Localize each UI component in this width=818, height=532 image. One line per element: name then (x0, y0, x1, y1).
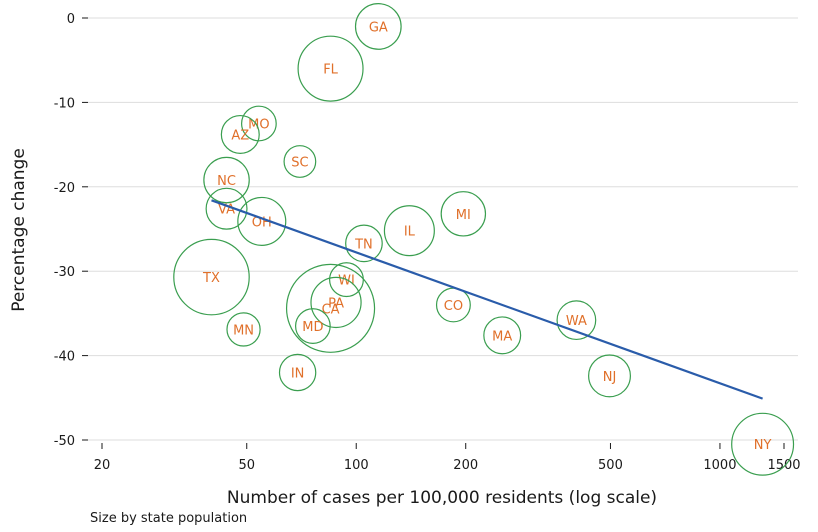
data-point-label: AZ (231, 128, 249, 143)
grid-lines (88, 17, 798, 441)
x-axis-title: Number of cases per 100,000 residents (l… (227, 488, 657, 508)
data-point-label: NY (754, 438, 772, 453)
data-point-marker (241, 105, 277, 142)
data-point-label: MD (302, 320, 323, 335)
data-point-marker (283, 145, 317, 178)
data-point-marker (345, 224, 383, 263)
x-tick-label: 100 (344, 458, 369, 473)
data-point-label: CA (322, 302, 340, 317)
x-tick-label: 500 (598, 458, 623, 473)
y-axis: 0 -10 -20 -30 -40 -50 (54, 12, 88, 449)
x-tick-label: 1500 (767, 458, 800, 473)
size-note: Size by state population (90, 511, 248, 526)
y-axis-title: Percentage change (9, 148, 29, 312)
data-point-marker (285, 263, 376, 353)
data-point-marker (220, 114, 260, 154)
trend-line-group (211, 199, 763, 400)
x-axis: 20 50 100 200 500 1000 1500 (94, 443, 801, 473)
data-point-marker (556, 300, 597, 341)
data-point-marker (310, 276, 362, 329)
data-point-marker (731, 412, 795, 476)
y-tick-label: -50 (54, 434, 75, 449)
data-point-label: SC (291, 155, 308, 170)
y-tick-label: -40 (54, 350, 75, 365)
data-point-marker (226, 312, 261, 347)
data-point-label: CO (444, 299, 463, 314)
data-point-marker (278, 353, 317, 392)
y-tick-label: -20 (54, 181, 75, 196)
data-point-marker (588, 354, 631, 398)
data-point-marker (440, 191, 487, 237)
data-point-label: MN (233, 323, 254, 338)
data-point-marker (297, 35, 364, 102)
data-point-label: NJ (603, 370, 617, 385)
trend-line (211, 199, 763, 400)
x-tick-label: 20 (94, 458, 111, 473)
data-point-marker (483, 316, 522, 355)
data-point-label: GA (369, 20, 388, 35)
data-point-label: FL (323, 63, 338, 78)
data-point-marker (237, 196, 287, 246)
data-point-marker (205, 187, 248, 230)
y-tick-label: -10 (54, 96, 75, 111)
data-point-marker (354, 3, 402, 50)
data-point-marker (383, 205, 435, 257)
x-tick-label: 1000 (703, 458, 736, 473)
y-tick-label: -30 (54, 265, 75, 280)
data-point-label: WI (338, 274, 355, 289)
data-point-label: IL (404, 225, 416, 240)
x-tick-label: 200 (453, 458, 478, 473)
y-tick-label: 0 (67, 12, 75, 27)
data-point-label: MI (456, 208, 471, 223)
x-tick-label: 50 (238, 458, 255, 473)
data-point-label: MA (492, 329, 512, 344)
data-point-label: TX (202, 271, 220, 286)
data-point-marker (173, 238, 250, 316)
data-point-marker (203, 156, 250, 204)
data-point-marker (294, 308, 331, 344)
data-point-label: NC (217, 174, 236, 189)
data-point-label: IN (291, 366, 305, 381)
data-point-label: WA (566, 314, 587, 329)
data-point-label: PA (328, 296, 344, 311)
data-point-label: TN (354, 237, 373, 252)
